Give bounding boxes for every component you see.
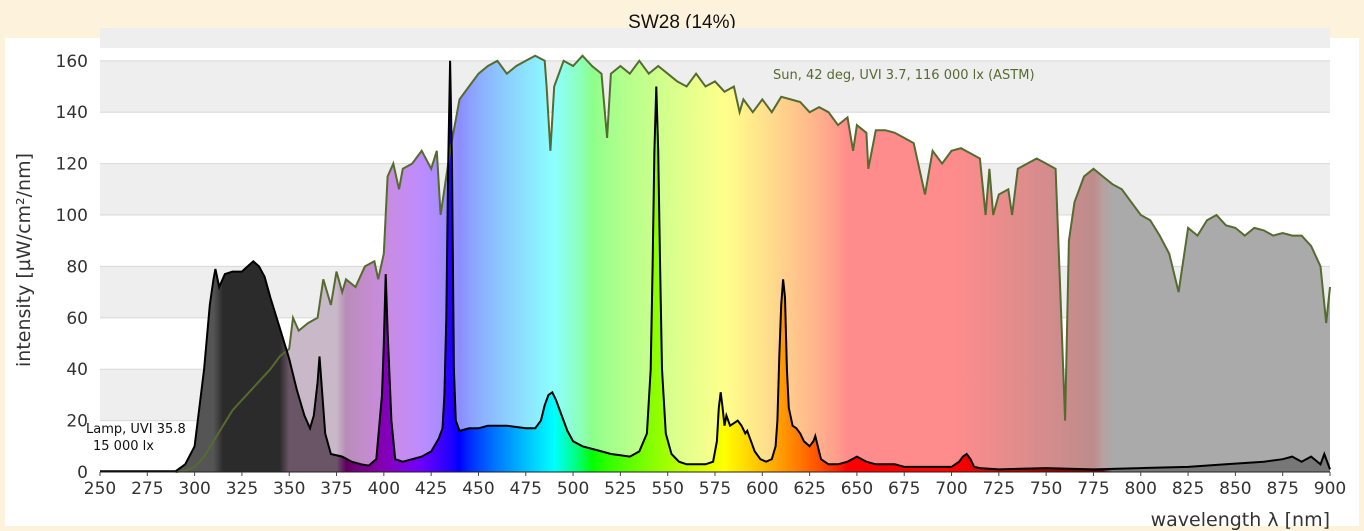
x-tick-label: 875 [1266,479,1298,499]
x-tick-label: 700 [935,479,967,499]
x-tick-label: 800 [1125,479,1157,499]
x-tick-label: 750 [1030,479,1062,499]
y-tick-label: 120 [56,155,88,175]
x-tick-label: 275 [131,479,163,499]
x-tick-label: 600 [746,479,778,499]
y-tick-label: 100 [56,206,88,226]
y-tick-label: 60 [66,309,88,329]
x-tick-label: 375 [320,479,352,499]
x-tick-label: 525 [604,479,636,499]
lamp-lux-annotation: 15 000 lx [93,439,154,454]
x-tick-label: 450 [462,479,494,499]
x-tick-label: 775 [1077,479,1109,499]
y-tick-label: 20 [66,412,88,432]
x-tick-label: 650 [841,479,873,499]
chart-title: SW28 (14%) [628,12,736,33]
y-tick-label: 140 [56,103,88,123]
x-tick-label: 250 [84,479,116,499]
sun-annotation: Sun, 42 deg, UVI 3.7, 116 000 lx (ASTM) [773,68,1035,83]
y-tick-label: 80 [66,257,88,277]
x-tick-label: 350 [273,479,305,499]
x-axis-label: wavelength λ [nm] [1151,509,1330,531]
x-tick-label: 550 [651,479,683,499]
x-tick-label: 325 [226,479,258,499]
sun-spectrum-fill [175,55,1331,472]
x-tick-label: 825 [1172,479,1204,499]
y-tick-label: 160 [56,52,88,72]
x-tick-label: 850 [1219,479,1251,499]
y-tick-label: 40 [66,360,88,380]
x-tick-label: 400 [368,479,400,499]
sun-spectrum-line [175,54,1331,473]
x-tick-label: 300 [178,479,210,499]
x-tick-label: 575 [699,479,731,499]
lamp-spectrum-line [100,60,1331,473]
lamp-annotation: Lamp, UVI 35.8 [86,422,186,437]
x-tick-label: 725 [983,479,1015,499]
x-tick-label: 425 [415,479,447,499]
x-tick-label: 625 [793,479,825,499]
y-axis-label: intensity [µW/cm²/nm] [13,153,35,367]
grid-band [100,28,1330,48]
x-tick-label: 675 [888,479,920,499]
y-tick-label: 0 [77,463,88,483]
x-tick-label: 475 [510,479,542,499]
x-tick-label: 500 [557,479,589,499]
x-tick-label: 900 [1314,479,1346,499]
lamp-spectrum-fill [100,60,1330,473]
